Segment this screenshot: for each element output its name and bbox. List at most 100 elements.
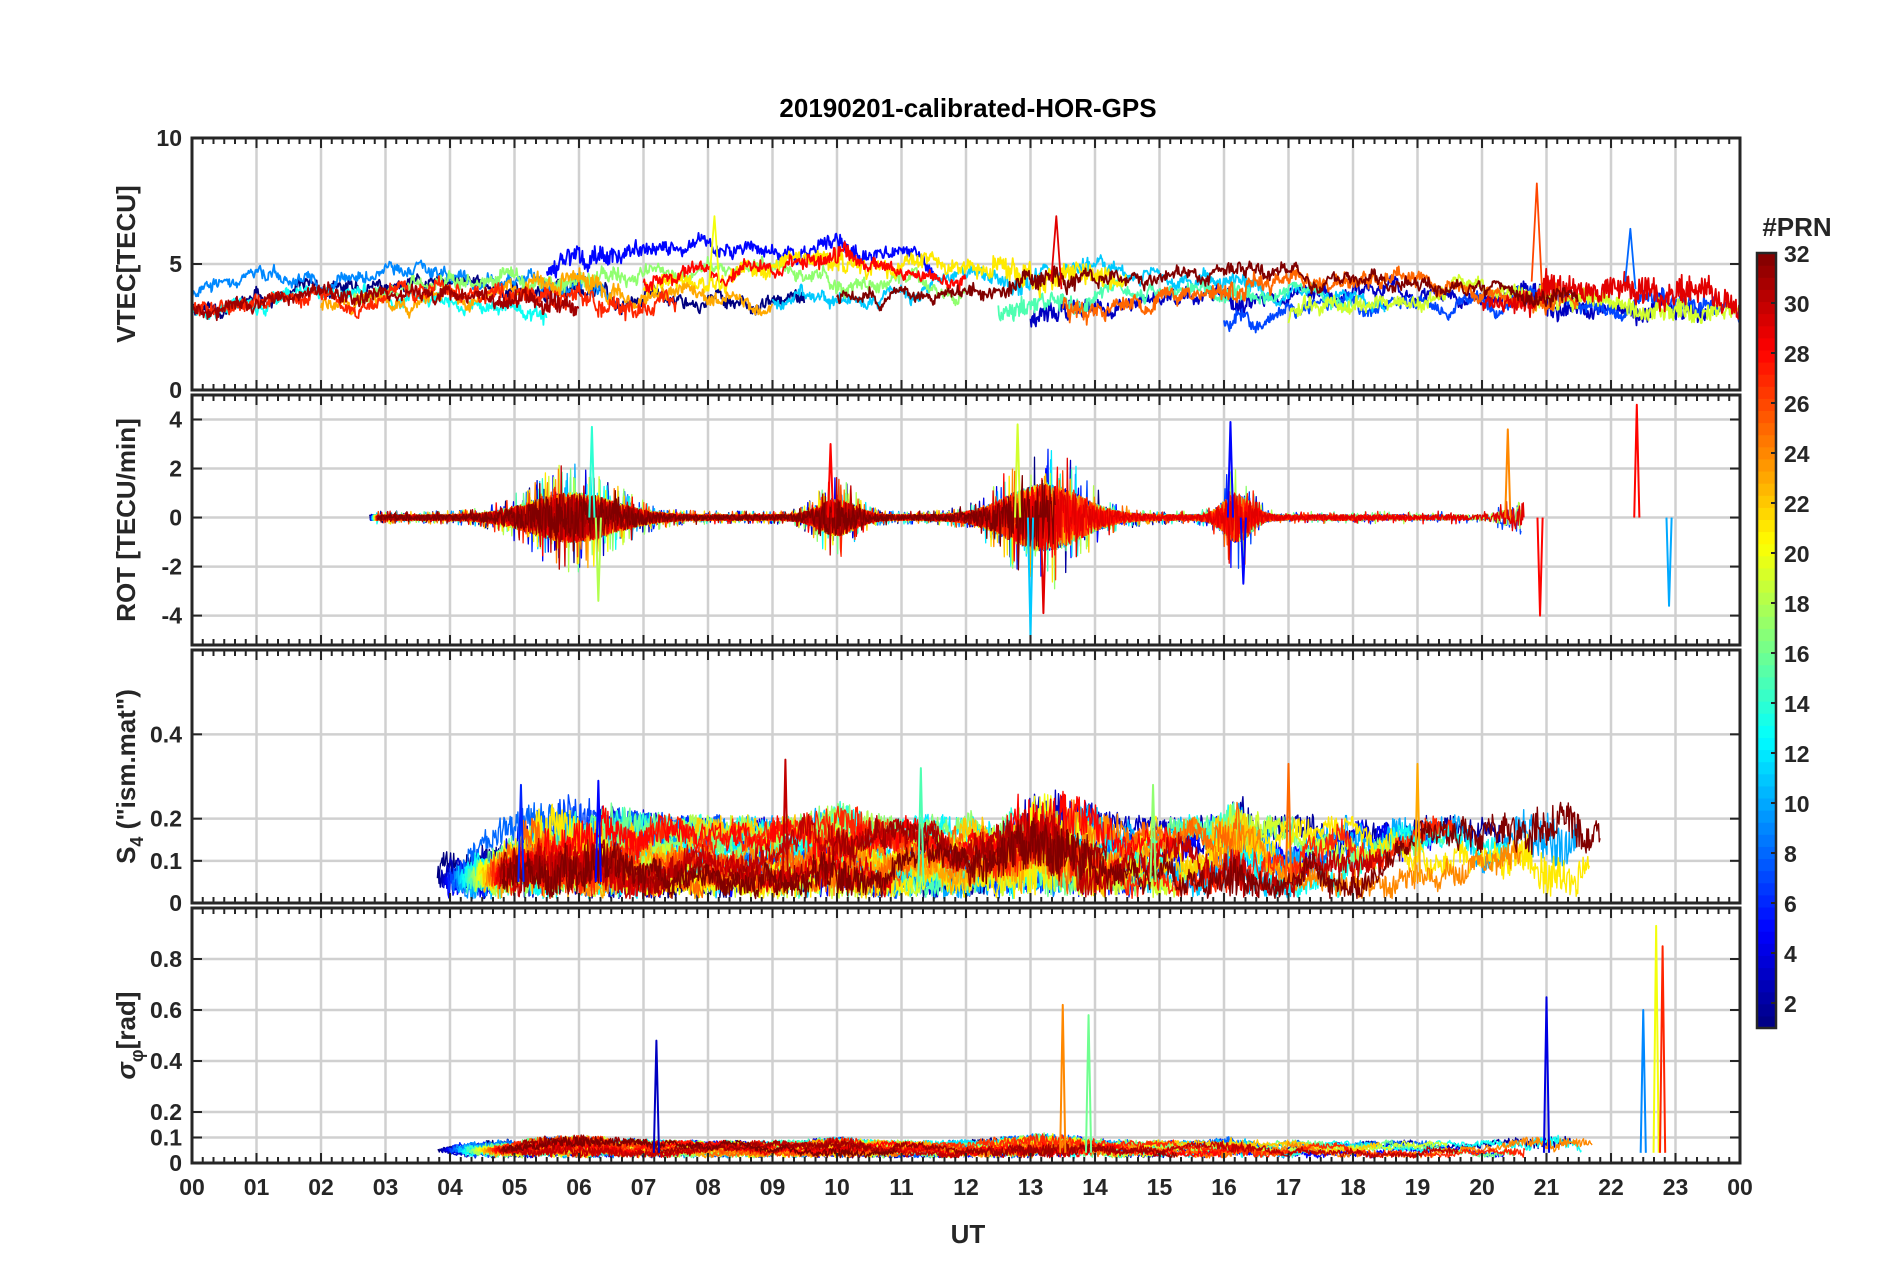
colorbar-tick-label: 24 bbox=[1784, 441, 1810, 467]
colorbar-segment bbox=[1757, 846, 1776, 860]
y-label-rest: [rad] bbox=[111, 992, 141, 1050]
vtec-series-prn-31 bbox=[192, 281, 580, 322]
s4-peak bbox=[1413, 762, 1422, 882]
colorbar-segment bbox=[1757, 422, 1776, 436]
sigphi-peak bbox=[1059, 1003, 1067, 1153]
colorbar-tick-label: 18 bbox=[1784, 591, 1810, 617]
colorbar-segment bbox=[1757, 628, 1776, 642]
colorbar-frame bbox=[1755, 251, 1778, 1030]
colorbar-segment bbox=[1757, 773, 1776, 787]
series-sigphi bbox=[437, 924, 1667, 1159]
colorbar-segment bbox=[1757, 458, 1776, 472]
colorbar-segment bbox=[1757, 616, 1776, 629]
ytick-label: 0.1 bbox=[150, 848, 182, 874]
colorbar-segment bbox=[1757, 906, 1776, 920]
y-label-main: S bbox=[111, 847, 141, 864]
colorbar-tick-label: 14 bbox=[1784, 691, 1810, 717]
xtick-label: 08 bbox=[695, 1174, 721, 1200]
rot-peak bbox=[1633, 403, 1641, 518]
colorbar-tick-label: 28 bbox=[1784, 341, 1810, 367]
ytick-label: -2 bbox=[162, 554, 182, 580]
ticks-sigphi bbox=[191, 908, 1741, 1164]
s4-peak bbox=[517, 783, 525, 882]
colorbar-segment bbox=[1757, 943, 1776, 956]
colorbar-tick-label: 8 bbox=[1784, 841, 1797, 867]
colorbar-segment bbox=[1757, 761, 1776, 775]
colorbar-segment bbox=[1757, 446, 1776, 460]
xtick-label: 15 bbox=[1147, 1174, 1173, 1200]
colorbar-tick-label: 2 bbox=[1784, 991, 1797, 1017]
series-vtec bbox=[192, 182, 1740, 334]
colorbar-segment bbox=[1757, 253, 1776, 266]
colorbar-segment bbox=[1757, 604, 1776, 617]
colorbar-segment bbox=[1757, 301, 1776, 315]
ytick-label: 5 bbox=[169, 251, 182, 277]
colorbar-tick-label: 20 bbox=[1784, 541, 1810, 567]
ticks-s4 bbox=[191, 650, 1741, 904]
xtick-label: 09 bbox=[760, 1174, 786, 1200]
colorbar-segment bbox=[1757, 979, 1776, 993]
colorbar-segment bbox=[1757, 870, 1776, 884]
ytick-label: 0.8 bbox=[150, 946, 182, 972]
panel-s4: 00.10.20.4S4 ("ism.mat") bbox=[111, 648, 1742, 916]
vtec-series-prn-32 bbox=[836, 260, 1580, 312]
rot-peak bbox=[1014, 423, 1022, 518]
y-label-sub: φ bbox=[127, 1049, 147, 1062]
y-label-main: σ bbox=[111, 1060, 141, 1079]
ytick-label: 0 bbox=[169, 1150, 182, 1176]
colorbar-segment bbox=[1757, 797, 1776, 811]
xtick-label: 16 bbox=[1211, 1174, 1237, 1200]
colorbar-label: #PRN bbox=[1762, 212, 1831, 242]
colorbar-segment bbox=[1757, 664, 1776, 678]
s4-peak bbox=[781, 758, 789, 882]
rot-peak bbox=[1536, 517, 1544, 617]
vtec-peak bbox=[1050, 215, 1063, 290]
s4-peak bbox=[917, 767, 925, 882]
colorbar-segment bbox=[1757, 507, 1776, 521]
s4-peak bbox=[1149, 783, 1157, 882]
rot-series-prn-32 bbox=[376, 474, 1056, 571]
vtec-series-prn-5 bbox=[545, 231, 934, 279]
colorbar-segment bbox=[1757, 386, 1776, 399]
colorbar-tick-label: 12 bbox=[1784, 741, 1810, 767]
vtec-peak bbox=[708, 215, 721, 290]
ytick-label: 0 bbox=[169, 377, 182, 403]
ytick-label: 0.6 bbox=[150, 997, 182, 1023]
ytick-label: 4 bbox=[169, 407, 182, 433]
y-axis-label-rot: ROT [TECU/min] bbox=[111, 418, 141, 622]
colorbar-segment bbox=[1757, 567, 1776, 581]
colorbar-segment bbox=[1757, 640, 1776, 654]
xtick-label: 18 bbox=[1340, 1174, 1366, 1200]
xtick-label: 00 bbox=[179, 1174, 205, 1200]
xtick-label: 13 bbox=[1018, 1174, 1044, 1200]
ytick-label: -4 bbox=[162, 603, 183, 629]
xtick-label: 04 bbox=[437, 1174, 463, 1200]
vtec-series-prn-19 bbox=[1287, 273, 1740, 325]
colorbar-segment bbox=[1757, 531, 1776, 545]
xtick-label: 07 bbox=[631, 1174, 657, 1200]
colorbar-segment bbox=[1757, 265, 1776, 278]
ytick-label: 10 bbox=[156, 125, 182, 151]
panel-sigphi: 00.10.20.40.60.8σφ[rad] bbox=[111, 906, 1742, 1176]
xtick-label: 14 bbox=[1082, 1174, 1108, 1200]
colorbar-segment bbox=[1757, 361, 1776, 375]
ytick-label: 0.4 bbox=[150, 1048, 182, 1074]
colorbar-segment bbox=[1757, 349, 1776, 363]
xtick-label: 17 bbox=[1276, 1174, 1302, 1200]
colorbar-segment bbox=[1757, 410, 1776, 424]
s4-series-prn-32 bbox=[501, 801, 1601, 900]
sigphi-peak bbox=[1084, 1014, 1093, 1153]
vtec-series-prn-17 bbox=[352, 255, 967, 308]
colorbar-segment bbox=[1757, 967, 1776, 981]
colorbar-segment bbox=[1757, 519, 1776, 533]
rot-peak bbox=[1239, 517, 1247, 585]
colorbar-segment bbox=[1757, 785, 1776, 799]
xtick-label: 12 bbox=[953, 1174, 979, 1200]
x-axis-label: UT bbox=[951, 1219, 986, 1249]
xtick-label: 20 bbox=[1469, 1174, 1495, 1200]
sigphi-series-prn-32 bbox=[502, 1135, 898, 1159]
ytick-label: 0.1 bbox=[150, 1125, 182, 1151]
colorbar-segment bbox=[1757, 1003, 1776, 1017]
colorbar-tick-label: 16 bbox=[1784, 641, 1810, 667]
